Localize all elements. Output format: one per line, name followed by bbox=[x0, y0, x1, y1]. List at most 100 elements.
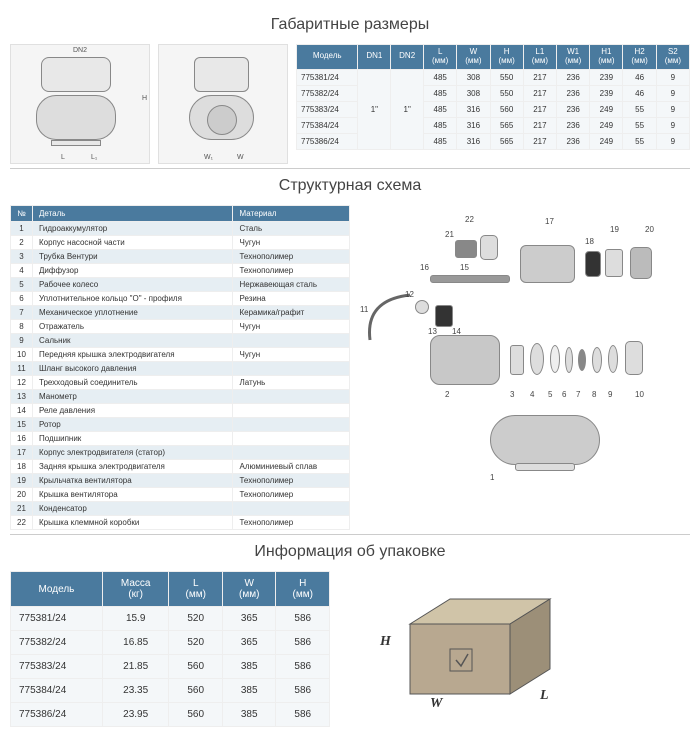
callout-12: 12 bbox=[405, 290, 414, 299]
cell bbox=[233, 404, 350, 418]
cell: 21 bbox=[11, 502, 33, 516]
cell: 316 bbox=[457, 101, 490, 117]
callout-15: 15 bbox=[460, 263, 469, 272]
cell: Чугун bbox=[233, 348, 350, 362]
cell: Чугун bbox=[233, 236, 350, 250]
cell: 586 bbox=[276, 631, 330, 655]
callout-3: 3 bbox=[510, 390, 514, 399]
cell: 217 bbox=[523, 133, 556, 149]
cell: 46 bbox=[623, 69, 656, 85]
callout-11: 11 bbox=[360, 305, 368, 314]
cell: 23.35 bbox=[102, 679, 169, 703]
callout-20: 20 bbox=[645, 225, 654, 234]
dimensional-drawing-side: DN2 L L₁ H bbox=[10, 44, 150, 164]
cell: 20 bbox=[11, 488, 33, 502]
cell: 236 bbox=[557, 85, 590, 101]
cell: 1" bbox=[391, 69, 424, 149]
cell: 9 bbox=[11, 334, 33, 348]
cell: 22 bbox=[11, 516, 33, 530]
cell: 775383/24 bbox=[11, 655, 103, 679]
cell: 55 bbox=[623, 117, 656, 133]
cell: 775382/24 bbox=[297, 85, 358, 101]
table-row: 18Задняя крышка электродвигателяАлюминие… bbox=[11, 460, 350, 474]
table-row: 5Рабочее колесоНержавеющая сталь bbox=[11, 278, 350, 292]
cell: 586 bbox=[276, 607, 330, 631]
cell: Технополимер bbox=[233, 516, 350, 530]
cell: 308 bbox=[457, 85, 490, 101]
cell bbox=[233, 390, 350, 404]
cell: 15 bbox=[11, 418, 33, 432]
cell: 10 bbox=[11, 348, 33, 362]
cell: 236 bbox=[557, 117, 590, 133]
callout-7: 7 bbox=[576, 390, 580, 399]
cell: 365 bbox=[222, 607, 276, 631]
section2: № Деталь Материал 1ГидроаккумуляторСталь… bbox=[10, 205, 690, 530]
dim-col: W1(мм) bbox=[557, 45, 590, 70]
cell: Конденсатор bbox=[33, 502, 233, 516]
col-material: Материал bbox=[233, 206, 350, 222]
cell: 775383/24 bbox=[297, 101, 358, 117]
cell: 236 bbox=[557, 133, 590, 149]
cell: 236 bbox=[557, 101, 590, 117]
table-row: 22Крышка клеммной коробкиТехнополимер bbox=[11, 516, 350, 530]
table-row: 8ОтражательЧугун bbox=[11, 320, 350, 334]
box-label-l: L bbox=[540, 688, 549, 704]
cell: Корпус насосной части bbox=[33, 236, 233, 250]
cell: 249 bbox=[590, 133, 623, 149]
cell: Передняя крышка электродвигателя bbox=[33, 348, 233, 362]
section1-title: Габаритные размеры bbox=[10, 16, 690, 34]
cell: Нержавеющая сталь bbox=[233, 278, 350, 292]
cell: 775384/24 bbox=[297, 117, 358, 133]
cell: 249 bbox=[590, 117, 623, 133]
cell: Уплотнительное кольцо "О" - профиля bbox=[33, 292, 233, 306]
cell: 236 bbox=[557, 69, 590, 85]
cell: 586 bbox=[276, 655, 330, 679]
cell: 217 bbox=[523, 69, 556, 85]
dim-col: H(мм) bbox=[490, 45, 523, 70]
table-row: 775381/241"1"485308550217236239469 bbox=[297, 69, 690, 85]
callout-22: 22 bbox=[465, 215, 474, 224]
cell: Чугун bbox=[233, 320, 350, 334]
col-num: № bbox=[11, 206, 33, 222]
cell: 485 bbox=[424, 85, 457, 101]
label-dn2: DN2 bbox=[73, 47, 87, 54]
cell: 520 bbox=[169, 631, 223, 655]
cell: 14 bbox=[11, 404, 33, 418]
cell: 775386/24 bbox=[297, 133, 358, 149]
cell: 6 bbox=[11, 292, 33, 306]
table-row: 10Передняя крышка электродвигателяЧугун bbox=[11, 348, 350, 362]
cell: 21.85 bbox=[102, 655, 169, 679]
dim-col: DN1 bbox=[358, 45, 391, 70]
callout-21: 21 bbox=[445, 230, 454, 239]
cell: 586 bbox=[276, 703, 330, 727]
cell: 18 bbox=[11, 460, 33, 474]
table-row: 7Механическое уплотнениеКерамика/графит bbox=[11, 306, 350, 320]
cell: Резина bbox=[233, 292, 350, 306]
cell: 9 bbox=[656, 101, 689, 117]
cell: 11 bbox=[11, 362, 33, 376]
cell: 775381/24 bbox=[297, 69, 358, 85]
cell: 8 bbox=[11, 320, 33, 334]
cell: 2 bbox=[11, 236, 33, 250]
callout-9: 9 bbox=[608, 390, 612, 399]
cell: 4 bbox=[11, 264, 33, 278]
cell: 775384/24 bbox=[11, 679, 103, 703]
packaging-table: МодельМасса(кг)L(мм)W(мм)H(мм) 775381/24… bbox=[10, 571, 330, 727]
cell bbox=[233, 418, 350, 432]
cell: 560 bbox=[169, 655, 223, 679]
pack-col: W(мм) bbox=[222, 572, 276, 607]
cell: 308 bbox=[457, 69, 490, 85]
cell: 16 bbox=[11, 432, 33, 446]
cell: Трубка Вентури bbox=[33, 250, 233, 264]
table-row: 11Шланг высокого давления bbox=[11, 362, 350, 376]
cell: 385 bbox=[222, 655, 276, 679]
table-row: 3Трубка ВентуриТехнополимер bbox=[11, 250, 350, 264]
cell: 249 bbox=[590, 101, 623, 117]
divider bbox=[10, 168, 690, 169]
cell: 55 bbox=[623, 133, 656, 149]
cell: 365 bbox=[222, 631, 276, 655]
table-row: 1ГидроаккумуляторСталь bbox=[11, 222, 350, 236]
cell: Латунь bbox=[233, 376, 350, 390]
cell: 775382/24 bbox=[11, 631, 103, 655]
dimensions-table: МодельDN1DN2L(мм)W(мм)H(мм)L1(мм)W1(мм)H… bbox=[296, 44, 690, 150]
